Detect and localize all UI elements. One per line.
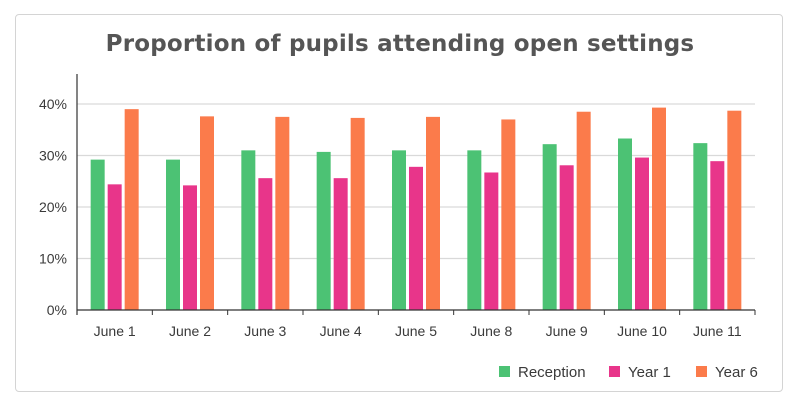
legend-swatch-year-1	[609, 366, 620, 377]
x-tick-label: June 10	[617, 323, 667, 339]
legend-label: Reception	[518, 364, 586, 381]
bar-reception	[693, 143, 708, 310]
bar-year-1	[107, 184, 122, 310]
bar-reception	[392, 150, 406, 310]
bar-year-6	[727, 110, 742, 310]
x-tick-label: June 8	[470, 323, 512, 339]
x-tick-label: June 1	[94, 323, 136, 339]
y-tick-label: 40%	[39, 96, 67, 112]
bar-year-6	[124, 109, 139, 311]
bar-year-6	[501, 119, 516, 310]
bar-reception	[166, 159, 180, 310]
bar-year-6	[652, 107, 666, 310]
bar-year-1	[559, 165, 574, 310]
bar-year-1	[484, 172, 499, 310]
bar-year-6	[350, 117, 365, 310]
legend-swatch-reception	[499, 366, 510, 377]
bar-reception	[316, 151, 331, 310]
x-tick-label: June 11	[693, 323, 742, 339]
bar-year-6	[576, 111, 591, 310]
x-tick-label: June 5	[395, 323, 437, 339]
bar-reception	[618, 138, 632, 310]
bar-year-1	[183, 185, 197, 310]
y-tick-label: 20%	[39, 199, 67, 215]
bar-year-6	[275, 116, 290, 310]
y-tick-label: 30%	[39, 148, 67, 164]
legend-label: Year 1	[628, 364, 671, 381]
bar-year-1	[710, 161, 725, 310]
bar-reception	[241, 150, 256, 310]
legend-label: Year 6	[715, 364, 758, 381]
bar-reception	[542, 144, 557, 310]
bar-reception	[90, 159, 105, 310]
bar-year-6	[200, 116, 214, 310]
chart-title: Proportion of pupils attending open sett…	[105, 31, 695, 57]
bar-year-1	[333, 178, 348, 310]
bar-year-1	[409, 166, 423, 310]
legend-swatch-year-6	[696, 366, 707, 377]
x-tick-label: June 3	[244, 323, 286, 339]
legend: Reception Year 1 Year 6	[499, 364, 758, 381]
bar-year-1	[258, 178, 273, 310]
x-tick-label: June 9	[546, 323, 588, 339]
bar-year-1	[635, 157, 649, 310]
x-tick-label: June 4	[320, 323, 362, 339]
bar-reception	[467, 150, 482, 310]
bars	[90, 107, 742, 311]
x-tick-label: June 2	[169, 323, 211, 339]
x-axis: June 1 June 2 June 3 June 4 June 5 June 8 June…	[77, 309, 756, 339]
y-tick-label: 10%	[39, 251, 67, 267]
y-tick-label: 0%	[47, 302, 67, 318]
bar-year-6	[426, 116, 440, 310]
y-axis: 0% 10% 20% 30% 40%	[39, 74, 78, 318]
